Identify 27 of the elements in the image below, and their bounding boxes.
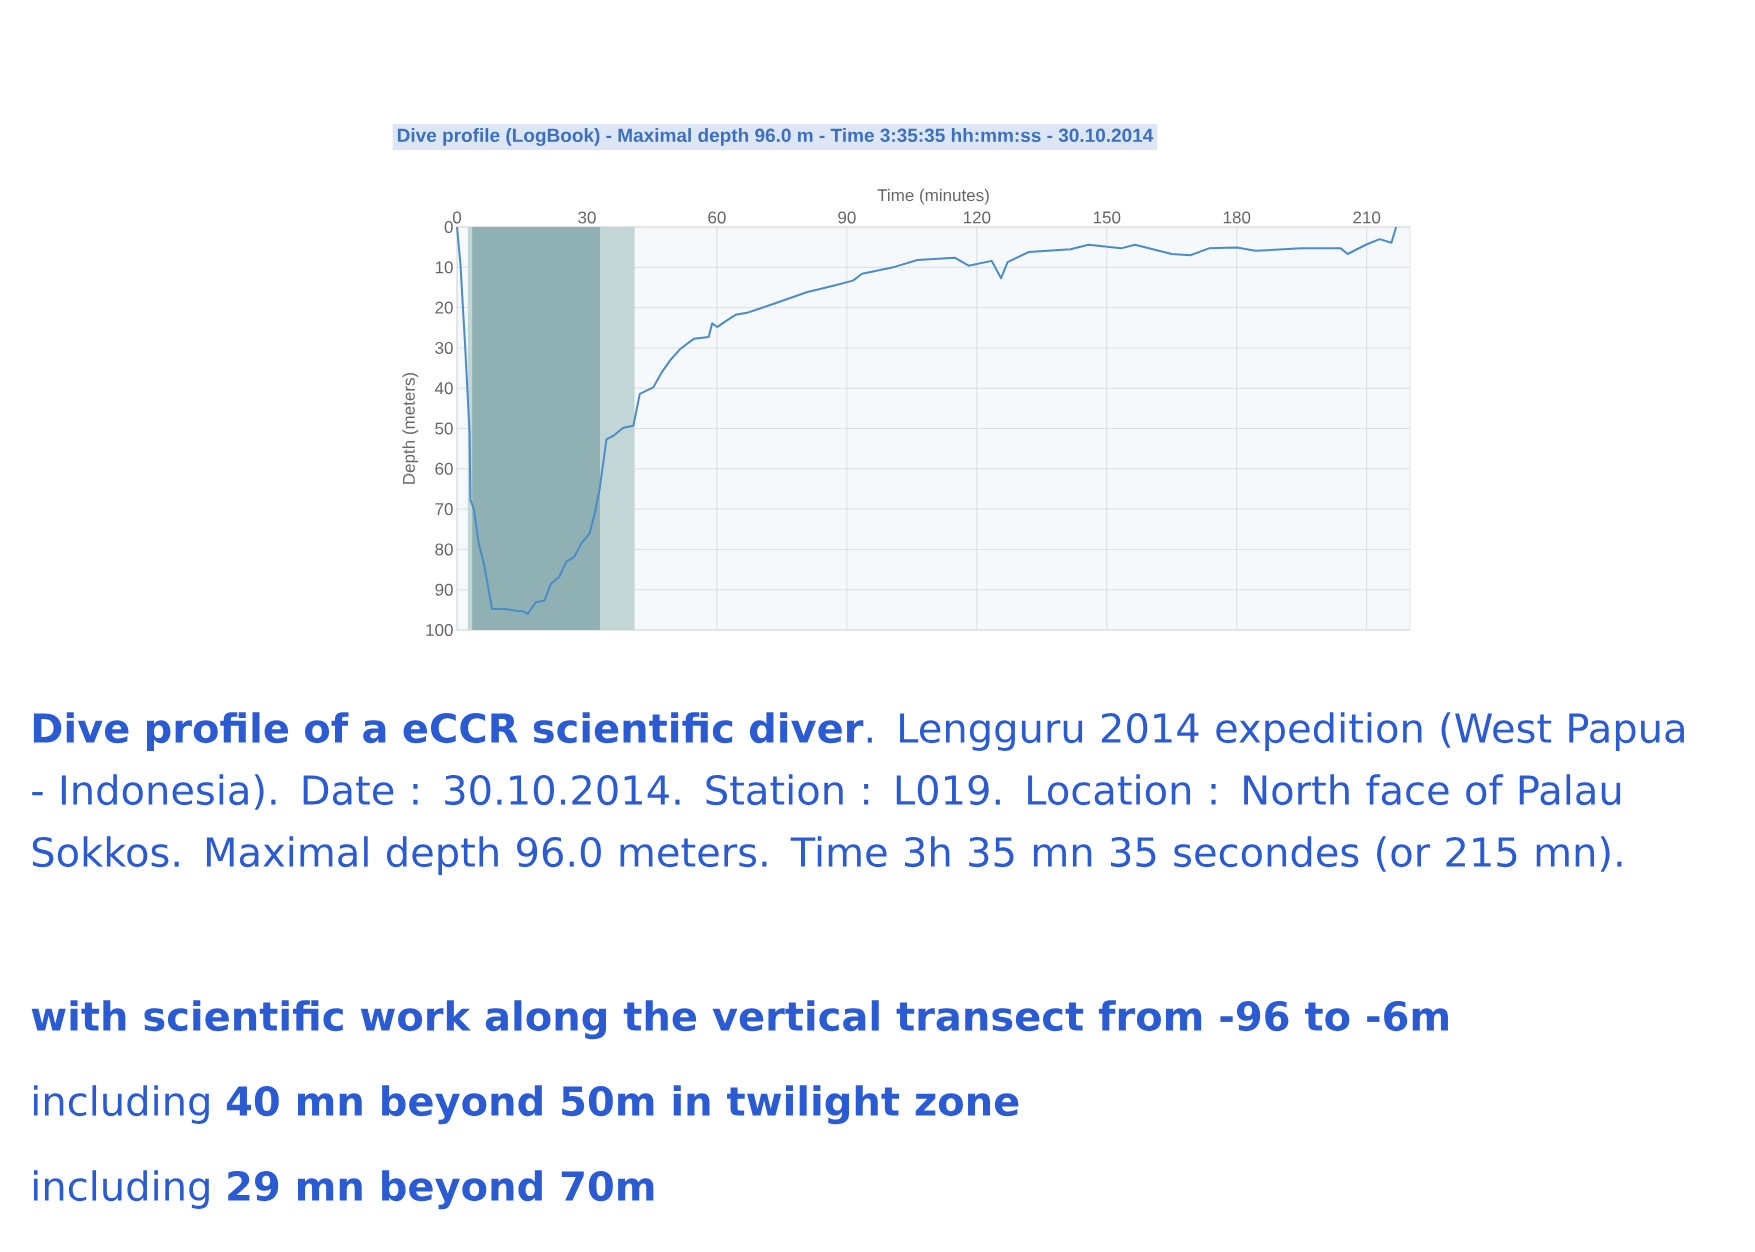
y-tick-label: 0 — [444, 220, 453, 234]
x-tick-label: 30 — [578, 211, 596, 224]
y-tick-label: 50 — [435, 422, 453, 435]
y-tick-label: 40 — [434, 382, 453, 395]
x-tick-label: 120 — [963, 211, 991, 224]
y-tick-label: 10 — [435, 261, 453, 274]
text: with scientific work along the vertical transect from -96 to -6m — [31, 1000, 1448, 1040]
text: including 29 mn beyond 70m — [33, 1170, 654, 1210]
text: including 40 mn beyond 50m in twilight zone — [33, 1085, 1019, 1125]
x-tick-label: 60 — [708, 211, 726, 224]
x-tick-label: 210 — [1353, 211, 1381, 224]
y-tick-label: 100 — [426, 623, 453, 637]
y-tick-label: 60 — [435, 462, 453, 475]
x-tick-label: 180 — [1223, 211, 1251, 224]
x-tick-label: 0 — [452, 211, 462, 224]
y-tick-label: 80 — [435, 543, 453, 556]
y-tick-label: 90 — [435, 583, 453, 596]
x-tick-label: 150 — [1093, 211, 1121, 224]
y-tick-label: 70 — [435, 503, 453, 516]
y-tick-label: 20 — [435, 301, 453, 314]
y-axis-title: Depth (meters) — [402, 372, 419, 484]
chart-title: Dive profile (LogBook) - Maximal depth 96.0 m - Time 3:35:35 hh:mm:ss - 30.10.2014 — [397, 128, 1154, 146]
x-axis-title: Time (minutes) — [877, 188, 989, 205]
text: Dive profile of a eCCR scientific diver. Lengguru 2014 expedition (West Papua - Indonesia). Date : 30.10.2014. Station : L019. Location : North face of Palau Sokkos. Maximal depth 96.0 meters. Time 3h 35 mn 35 secondes (or 215 mn). — [32, 712, 1684, 875]
x-tick-label: 90 — [838, 211, 856, 224]
y-tick-label: 30 — [435, 341, 453, 354]
line-series — [456, 226, 1398, 615]
